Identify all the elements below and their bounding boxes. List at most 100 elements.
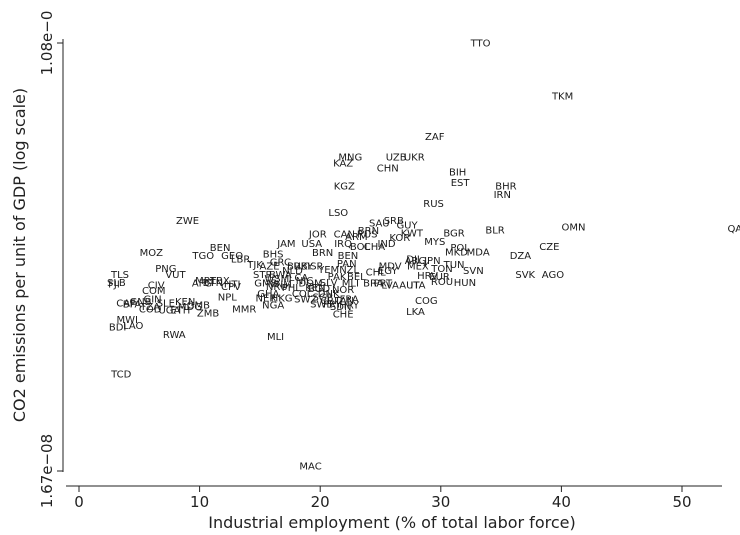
data-point-label: BHS [263,250,284,261]
data-point-label: CAN [334,230,355,241]
x-tick-label: 30 [431,493,450,511]
data-point-label: CRI [320,296,337,307]
data-point-label: AGO [542,270,564,281]
data-point-label: KOR [389,233,410,244]
data-point-label: GEO [221,251,243,262]
data-point-label: ROU [431,277,453,288]
data-point-label: JAM [276,239,295,250]
data-point-label: UGA [158,306,180,317]
data-point-label: VUT [165,270,186,281]
data-point-label: UZB [386,153,407,164]
data-point-label: GNB [129,297,151,308]
data-point-label: MDV [379,262,402,273]
data-point-label: MAC [299,462,321,473]
data-point-label: COD [139,304,162,315]
data-point-label: NER [256,294,277,305]
data-point-label: AUT [399,281,420,292]
data-point-label: HRV [417,271,438,282]
data-point-label: IND [377,239,395,250]
data-point-label: GMB [187,301,210,312]
data-point-label: KWT [401,228,424,239]
y-tick-label: 1.67e−08 [38,434,56,508]
data-point-label: RUS [357,230,378,241]
data-point-label: CIV [148,281,165,292]
data-point-label: PRT [374,279,393,290]
data-point-label: WSM [264,274,289,285]
data-point-label: NPL [218,292,238,303]
data-point-label: KEN [305,283,325,294]
data-point-label: BEN [338,251,359,262]
data-point-label: KEN [175,297,195,308]
data-point-label: MMR [232,304,256,315]
data-point-label: MLI [342,279,359,290]
data-point-label: NGA [262,301,284,312]
data-point-label: BGR [443,228,464,239]
data-point-label: BRB [287,262,308,273]
data-point-label: FRA [340,295,359,306]
data-point-label: TON [430,264,452,275]
data-point-label: BWA [269,270,292,281]
data-point-label: HRY [339,301,360,312]
data-point-label: MRT [195,276,217,287]
data-point-label: GIN [143,295,161,306]
data-point-label: LCA [289,273,309,284]
data-point-label: QAT [727,224,740,235]
x-axis-ticks: 0 10 20 30 40 50 [74,486,692,511]
data-point-label: YEM [317,265,339,276]
data-point-label: SRB [384,216,404,227]
data-point-label: KGZ [334,182,355,193]
x-axis-title: Industrial employment (% of total labor … [208,513,575,532]
data-point-label: TUN [443,260,465,271]
data-point-label: TTO [470,39,491,50]
data-point-label: AZE [260,262,280,273]
data-point-label: PAN [337,259,357,270]
data-point-label: RWA [163,330,186,341]
data-point-label: USA [301,239,322,250]
data-point-label: MDA [467,248,490,259]
data-point-label: JPN [423,256,440,267]
data-point-label: NOR [332,285,354,296]
data-point-label: TLS [110,270,129,281]
data-point-label: EUR [429,272,450,283]
data-point-label: NLD [282,266,303,277]
data-point-label: MOZ [140,248,163,259]
data-point-label: LKA [406,307,425,318]
data-point-label: CPV [221,282,241,293]
x-tick-label: 20 [311,493,330,511]
data-point-label: CHA [364,242,386,253]
plot-area: 1.67e−08 1.08e−0 0 10 20 30 40 50 TTO TKM ZAF MNG… [38,11,740,511]
data-point-label: UKY [293,262,314,273]
data-point-label: TKM [551,91,573,102]
data-point-label: LBR [231,254,250,265]
data-point-label: SVN [463,266,484,277]
data-point-label: MLI [267,332,284,343]
data-point-label: MWI [117,315,138,326]
data-point-label: MKD [445,248,468,259]
data-point-label: SWE [310,299,333,310]
data-point-label: BDI [109,322,127,333]
data-point-label: MDG [178,302,202,313]
data-point-label: SWZ [294,295,317,306]
data-point-label: ETH [170,306,190,317]
data-point-label: BIH [449,167,466,178]
data-point-label: DOM [298,279,322,290]
data-point-label: RUS [423,199,444,210]
data-point-label: BGD [308,284,330,295]
data-point-label: DNK [318,289,340,300]
data-point-label: COM [142,286,165,297]
data-point-label: BEL [347,272,366,283]
x-tick-label: 0 [74,493,84,511]
data-point-label: MNG [338,153,362,164]
data-point-label: BFA [123,299,142,310]
data-point-label: SLV [320,278,338,289]
data-point-label: SLB [107,278,126,289]
data-point-label: TGO [191,251,214,262]
data-point-label: PRY [323,299,342,310]
data-point-label: BRN [358,226,379,237]
data-point-label: BRN [312,248,333,259]
data-point-label: SAU [369,219,390,230]
data-point-label: DZA [510,251,532,262]
data-point-label: LAO [123,321,143,332]
data-point-label: POL [450,243,470,254]
